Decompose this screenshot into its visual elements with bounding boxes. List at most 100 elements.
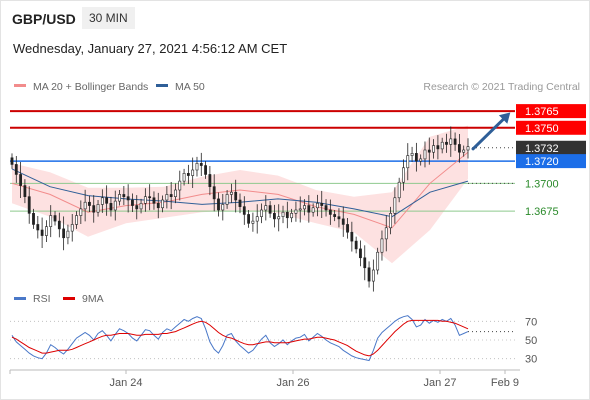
timeframe-badge[interactable]: 30 MIN: [82, 7, 135, 29]
candle-body: [53, 215, 57, 222]
rsi-line: [11, 315, 469, 362]
candle-body: [234, 191, 238, 201]
rsi-grid: 70 50 30: [10, 316, 537, 366]
candle-body: [79, 208, 83, 216]
candle-body: [174, 189, 177, 197]
arrow-shaft: [471, 115, 508, 151]
candle-body: [324, 205, 328, 211]
chart-datetime: Wednesday, January 27, 2021 4:56:12 AM C…: [13, 41, 288, 56]
candle-body: [165, 194, 169, 201]
candle-body: [242, 206, 246, 215]
rsi-tick-label: 50: [525, 335, 537, 347]
candle-body: [337, 216, 341, 220]
candle-body: [311, 207, 315, 213]
ma50-legend-swatch: [156, 84, 168, 87]
candle-body: [96, 204, 100, 213]
candle-body: [199, 163, 203, 166]
candle-body: [92, 205, 96, 213]
candle-body: [212, 186, 216, 200]
candle-body: [273, 213, 276, 220]
candle-body: [449, 138, 453, 145]
candle-body: [341, 218, 345, 225]
pivot-label: 1.3720: [525, 156, 559, 168]
candle-body: [208, 174, 212, 187]
arrow-head: [498, 112, 511, 124]
candle-body: [49, 215, 53, 227]
candle-body: [152, 197, 156, 204]
price-legend: MA 20 + Bollinger Bands MA 50 Research ©…: [14, 81, 580, 93]
candle-body: [122, 194, 126, 197]
current-label: 1.3732: [525, 143, 559, 155]
ma20-legend-swatch: [14, 84, 26, 87]
support-label: 1.3675: [525, 206, 559, 218]
candle-body: [100, 197, 104, 205]
resistance-label: 1.3765: [525, 106, 559, 118]
x-axis-label: Jan 27: [423, 377, 456, 389]
candle-body: [57, 220, 61, 230]
candle-body: [367, 267, 371, 282]
pivot-label-box: [516, 154, 586, 169]
candle-body: [371, 269, 375, 282]
candle-body: [384, 227, 388, 240]
rsi-tick-label: 70: [525, 316, 537, 328]
rsi-tick-label: 30: [525, 354, 537, 366]
candle-body: [238, 199, 242, 207]
candle-body: [414, 153, 418, 162]
candle-body: [453, 138, 457, 145]
candle-body: [402, 167, 405, 183]
candle-body: [182, 173, 186, 182]
candle-body: [195, 163, 199, 171]
candle-body: [307, 205, 311, 213]
candle-body: [380, 238, 384, 253]
candle-body: [255, 216, 259, 222]
candle-body: [75, 215, 78, 225]
candle-body: [14, 164, 18, 175]
candle-body: [23, 185, 27, 197]
candles: [10, 126, 470, 292]
candle-body: [229, 191, 233, 195]
candle-body: [40, 229, 44, 236]
candle-body: [186, 173, 190, 176]
candle-body: [316, 203, 319, 209]
candle-body: [156, 203, 160, 209]
candle-body: [354, 240, 358, 250]
candle-body: [247, 214, 251, 224]
candle-body: [294, 209, 298, 214]
candle-body: [393, 197, 397, 214]
candle-body: [70, 224, 74, 232]
candle-body: [268, 205, 272, 214]
candle-body: [135, 205, 139, 210]
candle-body: [462, 149, 466, 153]
candle-body: [277, 216, 281, 220]
current-label-box: [516, 140, 586, 155]
rsi9ma-legend-swatch: [63, 297, 75, 300]
candle-body: [113, 200, 117, 211]
candle-body: [109, 203, 113, 211]
candle-body: [143, 196, 147, 204]
candle-body: [457, 144, 461, 153]
projection-arrow: [471, 112, 511, 151]
candle-body: [419, 158, 423, 162]
candle-body: [45, 226, 48, 236]
candle-body: [161, 199, 164, 209]
candle-body: [436, 145, 440, 150]
candle-body: [328, 209, 332, 215]
candle-body: [66, 230, 70, 239]
candle-body: [221, 204, 225, 211]
candle-body: [191, 169, 195, 176]
candle-body: [389, 213, 392, 229]
candle-body: [27, 196, 31, 214]
candle-body: [260, 209, 263, 217]
candle-body: [281, 211, 285, 217]
candle-body: [410, 153, 414, 156]
candle-body: [359, 248, 362, 259]
x-axis-label: Jan 24: [109, 377, 142, 389]
candle-body: [88, 201, 91, 206]
rsi-legend-label: RSI: [33, 293, 51, 305]
candle-body: [62, 228, 66, 239]
resistance-label-box: [516, 104, 586, 119]
resistance-label-box: [516, 120, 586, 135]
ma50-legend-label: MA 50: [175, 81, 205, 93]
